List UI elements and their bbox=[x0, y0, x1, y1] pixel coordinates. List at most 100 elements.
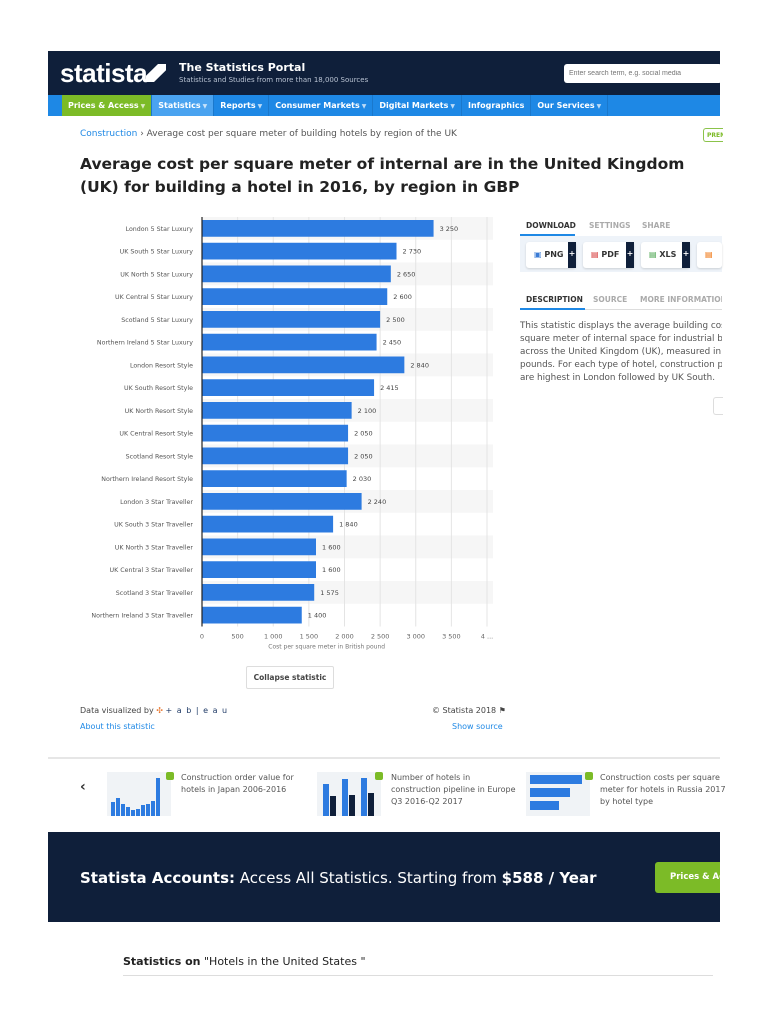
bar bbox=[202, 311, 381, 328]
chevron-down-icon: ▼ bbox=[257, 103, 263, 110]
related-statistic-link[interactable]: Number of hotels in construction pipelin… bbox=[391, 773, 516, 806]
nav-statistics[interactable]: Statistics ▼ bbox=[152, 95, 215, 116]
carousel-prev-button[interactable]: ‹ bbox=[80, 779, 86, 795]
nav-label: Reports bbox=[220, 101, 256, 110]
show-source-link[interactable]: Show source bbox=[452, 722, 503, 731]
statistics-on-topic: "Hotels in the United States " bbox=[200, 955, 366, 968]
banner-price: $588 / Year bbox=[501, 869, 597, 887]
data-label: 2 100 bbox=[358, 407, 377, 415]
chevron-down-icon: ▼ bbox=[361, 103, 367, 110]
category-label: UK Central Resort Style bbox=[119, 431, 193, 438]
data-visualized-label: Data visualized by bbox=[80, 706, 154, 715]
related-bar-chart-icon bbox=[530, 775, 582, 810]
about-statistic-link[interactable]: About this statistic bbox=[80, 722, 155, 731]
category-label: UK North Resort Style bbox=[125, 408, 193, 415]
tableau-logo: + a b | e a u bbox=[165, 706, 229, 715]
breadcrumb-current: Average cost per square meter of buildin… bbox=[146, 129, 457, 139]
scroll-button[interactable] bbox=[713, 397, 723, 415]
related-statistic-link[interactable]: Construction order value for hotels in J… bbox=[181, 773, 294, 794]
chevron-down-icon: ▼ bbox=[450, 103, 455, 110]
data-label: 2 730 bbox=[403, 248, 422, 256]
search-input[interactable] bbox=[564, 64, 722, 83]
bar bbox=[202, 402, 352, 419]
data-label: 1 400 bbox=[308, 612, 327, 620]
download-pdf-button[interactable]: ▤ PDF + bbox=[583, 242, 634, 268]
premium-icon bbox=[166, 772, 174, 780]
x-tick-label: 1 000 bbox=[264, 633, 283, 641]
x-tick-label: 1 500 bbox=[300, 633, 319, 641]
nav-reports[interactable]: Reports ▼ bbox=[214, 95, 270, 116]
download-xls-button[interactable]: ▤ XLS + bbox=[641, 242, 690, 268]
download-ppt-button[interactable]: ▤ bbox=[697, 242, 722, 268]
data-label: 2 650 bbox=[397, 270, 416, 278]
x-tick-label: 2 000 bbox=[335, 633, 354, 641]
related-thumbnail[interactable] bbox=[317, 772, 381, 816]
related-bar-chart-icon bbox=[111, 778, 160, 816]
related-thumbnail[interactable] bbox=[107, 772, 171, 816]
description-line: square meter of internal space for indus… bbox=[520, 334, 722, 344]
x-tick-label: 500 bbox=[231, 633, 243, 641]
nav-label: Statistics bbox=[158, 101, 201, 110]
x-tick-label: 3 500 bbox=[442, 633, 461, 641]
data-label: 3 250 bbox=[440, 225, 459, 233]
statista-logo[interactable]: statista bbox=[60, 58, 148, 88]
accounts-banner bbox=[48, 832, 720, 922]
breadcrumb: Construction › Average cost per square m… bbox=[80, 129, 457, 139]
x-tick-label: 4 ... bbox=[481, 633, 493, 641]
category-label: UK South 3 Star Traveller bbox=[114, 522, 193, 529]
data-label: 1 600 bbox=[322, 543, 341, 551]
nav-label: Prices & Access bbox=[68, 101, 139, 110]
category-label: UK South 5 Star Luxury bbox=[120, 249, 194, 256]
tab-settings[interactable]: SETTINGS bbox=[589, 221, 631, 230]
nav-label: Digital Markets bbox=[379, 101, 449, 110]
category-label: London 5 Star Luxury bbox=[126, 226, 194, 233]
premium-icon bbox=[585, 772, 593, 780]
category-label: UK Central 5 Star Luxury bbox=[115, 294, 193, 301]
png-label: PNG bbox=[544, 250, 564, 259]
data-label: 2 600 bbox=[393, 293, 412, 301]
x-tick-label: 3 000 bbox=[406, 633, 425, 641]
description-line: pounds. For each type of hotel, construc… bbox=[520, 360, 722, 370]
nav-infographics[interactable]: Infographics bbox=[462, 95, 532, 116]
description-line: across the United Kingdom (UK), measured… bbox=[520, 347, 722, 357]
nav-digital-markets[interactable]: Digital Markets ▼ bbox=[373, 95, 462, 116]
collapse-statistic-button[interactable]: Collapse statistic bbox=[246, 666, 334, 689]
bar bbox=[202, 356, 405, 374]
tab-source[interactable]: SOURCE bbox=[593, 295, 628, 304]
nav-our-services[interactable]: Our Services ▼ bbox=[531, 95, 609, 116]
tab-share[interactable]: SHARE bbox=[642, 221, 671, 230]
bar bbox=[202, 447, 349, 465]
description-line: This statistic displays the average buil… bbox=[520, 321, 722, 331]
tab-download[interactable]: DOWNLOAD bbox=[526, 221, 576, 230]
breadcrumb-construction[interactable]: Construction bbox=[80, 129, 138, 139]
data-label: 2 840 bbox=[410, 361, 429, 369]
bar bbox=[202, 606, 302, 624]
statistics-on-heading: Statistics on "Hotels in the United Stat… bbox=[123, 955, 366, 968]
main-nav: Prices & Access ▼ Statistics ▼ Reports ▼ Co… bbox=[48, 95, 720, 116]
category-label: Scotland Resort Style bbox=[126, 453, 193, 460]
data-label: 2 050 bbox=[354, 430, 373, 438]
tab-more-information[interactable]: MORE INFORMATION bbox=[640, 295, 722, 304]
description-text: This statistic displays the average buil… bbox=[520, 320, 722, 385]
related-statistic-link[interactable]: Construction costs per square meter for … bbox=[600, 773, 726, 806]
data-label: 2 030 bbox=[353, 475, 372, 483]
bar bbox=[202, 538, 316, 556]
banner-body: Access All Statistics. Starting from bbox=[235, 869, 502, 887]
category-label: London Resort Style bbox=[130, 362, 193, 369]
prices-access-button[interactable]: Prices & Access bbox=[655, 862, 720, 893]
nav-consumer-markets[interactable]: Consumer Markets ▼ bbox=[269, 95, 374, 116]
download-png-button[interactable]: ▣ PNG + bbox=[526, 242, 576, 268]
bar bbox=[202, 424, 349, 442]
nav-prices-access[interactable]: Prices & Access ▼ bbox=[62, 95, 153, 116]
premium-badge: PREMIUM bbox=[703, 128, 723, 142]
tab-description[interactable]: DESCRIPTION bbox=[526, 295, 583, 304]
related-thumbnail[interactable] bbox=[526, 772, 590, 816]
bar bbox=[202, 288, 388, 305]
data-visualized-by: Data visualized by ✣ + a b | e a u bbox=[80, 706, 228, 715]
banner-text: Statista Accounts: Access All Statistics… bbox=[80, 869, 597, 887]
x-axis-title: Cost per square meter in British pound bbox=[268, 644, 385, 651]
data-label: 1 575 bbox=[320, 589, 339, 597]
data-label: 2 500 bbox=[386, 316, 405, 324]
bar bbox=[202, 515, 334, 533]
category-label: UK North 3 Star Traveller bbox=[115, 544, 194, 551]
